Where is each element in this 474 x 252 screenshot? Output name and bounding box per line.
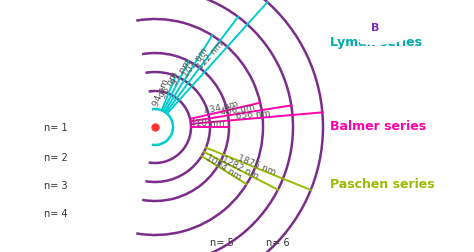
Text: 1875 nm: 1875 nm: [237, 153, 277, 177]
Text: B: B: [371, 23, 379, 33]
Text: 410 nm: 410 nm: [190, 118, 224, 128]
Text: n= 4: n= 4: [45, 208, 68, 218]
Text: 94 nm: 94 nm: [152, 77, 171, 107]
Text: 122 nm: 122 nm: [196, 40, 226, 71]
Text: Paschen series: Paschen series: [330, 178, 435, 191]
Text: 97 nm: 97 nm: [170, 57, 193, 86]
Text: n= 1: n= 1: [45, 122, 68, 133]
Text: 1282 nm: 1282 nm: [220, 154, 260, 180]
Text: 95 nm: 95 nm: [158, 70, 180, 100]
Circle shape: [332, 11, 418, 45]
Text: Balmer series: Balmer series: [330, 119, 426, 132]
Text: n= 6: n= 6: [266, 237, 290, 247]
Text: The Learning App: The Learning App: [409, 35, 452, 40]
Text: n= 5: n= 5: [210, 237, 234, 247]
Text: n= 2: n= 2: [44, 152, 68, 162]
Text: 434 nm: 434 nm: [203, 99, 239, 115]
Text: n= 3: n= 3: [45, 180, 68, 190]
Text: 656 nm: 656 nm: [236, 108, 271, 120]
Text: BYJU'S: BYJU'S: [413, 15, 448, 24]
Text: 103 nm: 103 nm: [182, 46, 210, 79]
Text: Lyman series: Lyman series: [330, 35, 422, 48]
Text: 486 nm: 486 nm: [219, 102, 255, 117]
Text: 1094 nm: 1094 nm: [204, 152, 243, 181]
